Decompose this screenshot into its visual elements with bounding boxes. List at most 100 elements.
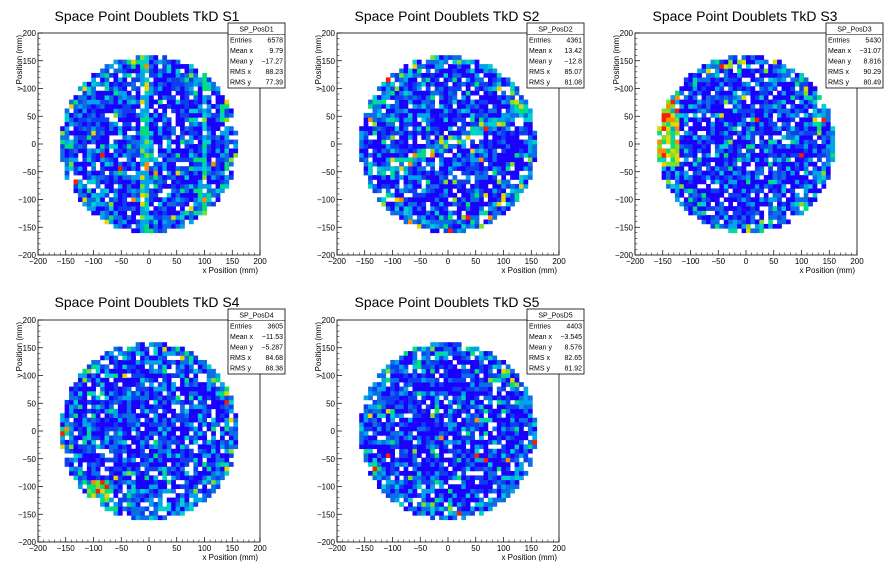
stats-value: 90.29 [863, 69, 881, 76]
bin-cell [206, 144, 212, 149]
bin-cell [759, 121, 765, 127]
bin-cell [193, 81, 199, 87]
bin-cell [719, 90, 725, 96]
bin-cell [790, 86, 796, 92]
bin-cell [166, 201, 172, 207]
bin-cell [487, 139, 493, 145]
bin-cell [772, 130, 778, 136]
bin-cell [710, 179, 716, 185]
bin-cell [416, 112, 422, 118]
bin-cell [741, 152, 747, 158]
bin-cell [206, 470, 212, 476]
bin-cell [104, 493, 110, 498]
bin-cell [60, 144, 65, 149]
bin-cell [412, 161, 418, 167]
bin-cell [180, 364, 185, 370]
bin-cell [812, 139, 818, 145]
bin-cell [131, 64, 136, 69]
bin-cell [140, 377, 145, 383]
bin-cell [188, 117, 194, 123]
bin-cell [91, 359, 97, 365]
bin-cell [376, 422, 382, 427]
bin-cell [688, 152, 694, 158]
bin-cell [688, 86, 694, 92]
bin-cell [714, 81, 720, 87]
bin-cell [157, 201, 163, 207]
bin-cell [732, 223, 738, 229]
bin-cell [487, 68, 493, 74]
bin-cell [799, 81, 805, 87]
bin-cell [443, 183, 449, 189]
bin-cell [706, 152, 711, 158]
bin-cell [376, 188, 382, 194]
bin-cell [166, 510, 172, 516]
bin-cell [122, 215, 128, 220]
bin-cell [376, 413, 382, 418]
bin-cell [372, 104, 378, 109]
bin-cell [188, 197, 194, 203]
bin-cell [140, 364, 145, 370]
bin-cell [149, 157, 154, 163]
bin-cell [706, 139, 711, 145]
bin-cell [759, 144, 765, 149]
bin-cell [670, 104, 676, 109]
bin-cell [483, 170, 489, 176]
bin-cell [131, 351, 136, 356]
bin-cell [211, 453, 216, 458]
bin-cell [376, 95, 382, 100]
bin-cell [368, 435, 373, 441]
bin-cell [109, 404, 114, 410]
bin-cell [781, 104, 787, 109]
bin-cell [461, 179, 467, 185]
bin-cell [188, 157, 194, 163]
bin-cell [131, 188, 136, 194]
bin-cell [692, 81, 698, 87]
bin-cell [149, 121, 154, 127]
bin-cell [166, 121, 172, 127]
y-tick-label: 150 [23, 344, 37, 353]
bin-cell [421, 219, 427, 225]
bin-cell [86, 444, 92, 450]
bin-cell [113, 201, 119, 207]
bin-cell [830, 144, 836, 149]
bin-cell [759, 135, 765, 140]
bin-cell [109, 479, 114, 485]
x-tick-label: 100 [795, 257, 809, 266]
bin-cell [403, 68, 409, 74]
bin-cell [82, 377, 88, 383]
bin-cell [122, 183, 128, 189]
bin-cell [710, 130, 716, 136]
bin-cell [483, 183, 489, 189]
bin-cell [416, 161, 422, 167]
bin-cell [157, 391, 163, 396]
bin-cell [135, 395, 141, 401]
bin-cell [86, 435, 92, 441]
bin-cell [723, 77, 729, 83]
bin-cell [197, 135, 203, 140]
bin-cell [206, 377, 212, 383]
bin-cell [523, 166, 529, 171]
bin-cell [719, 59, 725, 65]
bin-cell [162, 488, 168, 494]
bin-cell [403, 95, 409, 100]
bin-cell [188, 152, 194, 158]
bin-cell [496, 201, 502, 207]
bin-cell [91, 188, 97, 194]
bin-cell [149, 457, 154, 463]
bin-cell [157, 219, 163, 225]
bin-cell [754, 130, 760, 136]
bin-cell [95, 148, 101, 154]
bin-cell [113, 359, 119, 365]
bin-cell [394, 95, 400, 100]
bin-cell [474, 68, 480, 74]
bin-cell [359, 152, 364, 158]
bin-cell [381, 104, 387, 109]
bin-cell [95, 152, 101, 158]
bin-cell [456, 59, 462, 65]
bin-cell [363, 448, 369, 454]
bin-cell [82, 431, 88, 436]
bin-cell [157, 506, 163, 512]
bin-cell [149, 493, 154, 498]
bin-cell [166, 422, 172, 427]
bin-cell [135, 453, 141, 458]
